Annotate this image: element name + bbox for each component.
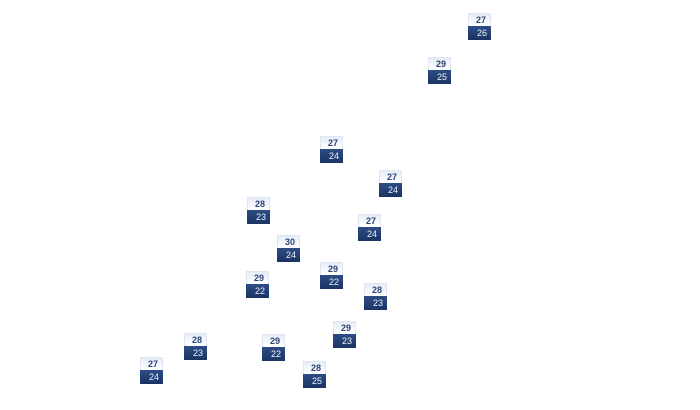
low-temperature: 22 — [320, 275, 343, 289]
low-temperature: 24 — [320, 149, 343, 163]
temperature-marker[interactable]: 27 24 — [379, 170, 402, 197]
low-temperature: 23 — [247, 210, 270, 224]
high-temperature: 29 — [428, 57, 451, 70]
high-temperature: 27 — [468, 13, 491, 26]
high-temperature: 28 — [364, 283, 387, 296]
temperature-marker[interactable]: 27 24 — [358, 214, 381, 241]
high-temperature: 28 — [247, 197, 270, 210]
temperature-marker[interactable]: 29 22 — [246, 271, 269, 298]
low-temperature: 22 — [262, 347, 285, 361]
high-temperature: 29 — [333, 321, 356, 334]
temperature-marker[interactable]: 29 22 — [320, 262, 343, 289]
high-temperature: 30 — [277, 235, 300, 248]
low-temperature: 25 — [303, 374, 326, 388]
temperature-marker[interactable]: 27 24 — [320, 136, 343, 163]
low-temperature: 26 — [468, 26, 491, 40]
temperature-marker[interactable]: 28 23 — [364, 283, 387, 310]
temperature-marker[interactable]: 28 25 — [303, 361, 326, 388]
temperature-marker[interactable]: 29 22 — [262, 334, 285, 361]
temperature-marker[interactable]: 28 23 — [247, 197, 270, 224]
temperature-marker[interactable]: 30 24 — [277, 235, 300, 262]
high-temperature: 29 — [246, 271, 269, 284]
temperature-marker[interactable]: 29 25 — [428, 57, 451, 84]
high-temperature: 27 — [358, 214, 381, 227]
high-temperature: 28 — [303, 361, 326, 374]
low-temperature: 22 — [246, 284, 269, 298]
high-temperature: 28 — [184, 333, 207, 346]
low-temperature: 24 — [358, 227, 381, 241]
temperature-marker[interactable]: 29 23 — [333, 321, 356, 348]
low-temperature: 23 — [184, 346, 207, 360]
low-temperature: 23 — [333, 334, 356, 348]
high-temperature: 27 — [379, 170, 402, 183]
high-temperature: 29 — [320, 262, 343, 275]
low-temperature: 25 — [428, 70, 451, 84]
low-temperature: 24 — [379, 183, 402, 197]
high-temperature: 27 — [320, 136, 343, 149]
low-temperature: 24 — [277, 248, 300, 262]
high-temperature: 29 — [262, 334, 285, 347]
temperature-marker[interactable]: 28 23 — [184, 333, 207, 360]
temperature-marker[interactable]: 27 24 — [140, 357, 163, 384]
low-temperature: 23 — [364, 296, 387, 310]
low-temperature: 24 — [140, 370, 163, 384]
temperature-marker[interactable]: 27 26 — [468, 13, 491, 40]
high-temperature: 27 — [140, 357, 163, 370]
